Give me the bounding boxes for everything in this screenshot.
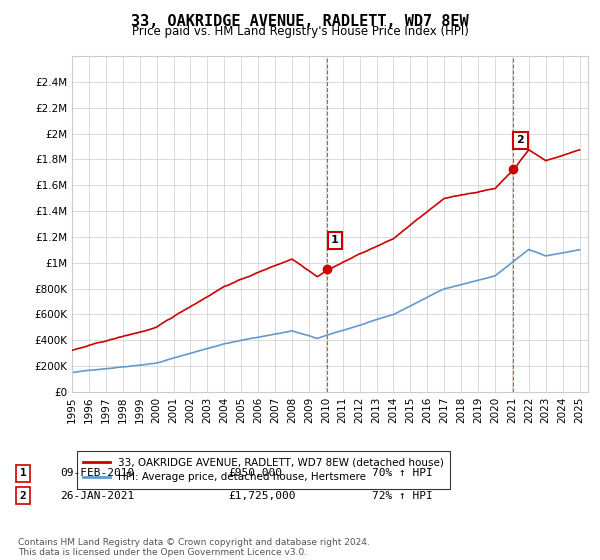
Text: 09-FEB-2010: 09-FEB-2010 xyxy=(60,468,134,478)
Text: 26-JAN-2021: 26-JAN-2021 xyxy=(60,491,134,501)
Text: Contains HM Land Registry data © Crown copyright and database right 2024.
This d: Contains HM Land Registry data © Crown c… xyxy=(18,538,370,557)
Text: £1,725,000: £1,725,000 xyxy=(228,491,296,501)
Text: Price paid vs. HM Land Registry's House Price Index (HPI): Price paid vs. HM Land Registry's House … xyxy=(131,25,469,38)
Text: 70% ↑ HPI: 70% ↑ HPI xyxy=(372,468,433,478)
Legend: 33, OAKRIDGE AVENUE, RADLETT, WD7 8EW (detached house), HPI: Average price, deta: 33, OAKRIDGE AVENUE, RADLETT, WD7 8EW (d… xyxy=(77,451,450,489)
Text: 33, OAKRIDGE AVENUE, RADLETT, WD7 8EW: 33, OAKRIDGE AVENUE, RADLETT, WD7 8EW xyxy=(131,14,469,29)
Text: 1: 1 xyxy=(331,235,338,245)
Text: 2: 2 xyxy=(517,135,524,145)
Text: 1: 1 xyxy=(20,468,26,478)
Text: 2: 2 xyxy=(20,491,26,501)
Text: £950,000: £950,000 xyxy=(228,468,282,478)
Text: 72% ↑ HPI: 72% ↑ HPI xyxy=(372,491,433,501)
